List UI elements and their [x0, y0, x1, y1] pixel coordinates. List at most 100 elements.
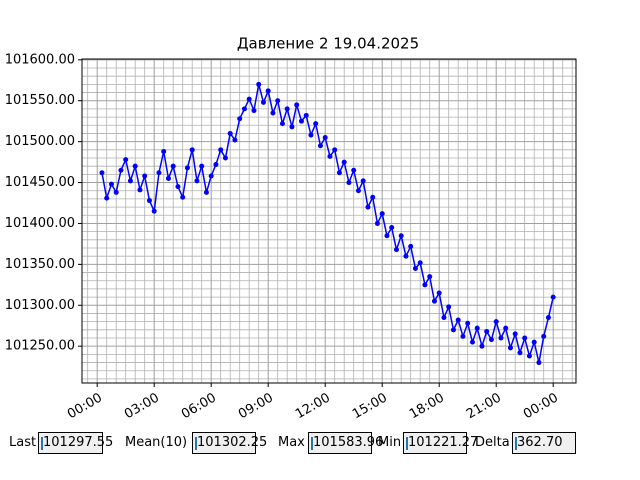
data-point	[132, 163, 138, 169]
data-point	[450, 327, 456, 333]
data-point	[289, 124, 295, 130]
data-point	[99, 170, 105, 176]
x-tick-label: 03:00	[122, 391, 162, 423]
stat-value[interactable]: 362.70	[512, 432, 576, 454]
data-point	[541, 333, 547, 339]
stat-value[interactable]: 101221.27	[403, 432, 478, 454]
plot-frame	[81, 58, 577, 384]
data-point	[270, 110, 276, 116]
data-point	[308, 132, 314, 138]
chart-title: Давление 2 19.04.2025	[237, 35, 419, 53]
data-point	[156, 170, 162, 176]
data-point	[389, 225, 395, 231]
data-point	[104, 195, 110, 201]
data-point	[251, 108, 257, 114]
x-tick-label: 09:00	[236, 391, 276, 423]
data-point	[194, 178, 200, 184]
data-point	[417, 260, 423, 266]
data-point	[189, 147, 195, 153]
data-point	[422, 282, 428, 288]
data-point	[108, 181, 114, 187]
data-point	[332, 147, 338, 153]
y-tick-label: 101250.00	[5, 339, 75, 354]
data-point	[260, 99, 266, 105]
data-point	[488, 337, 494, 343]
data-point	[284, 106, 290, 112]
data-point	[393, 247, 399, 253]
x-tick-label: 12:00	[293, 391, 333, 423]
stat-label: Mean(10)	[125, 435, 188, 450]
data-point	[184, 165, 190, 171]
data-point	[498, 335, 504, 341]
stat-label: Max	[278, 435, 305, 450]
stat-value[interactable]: 101302.25	[192, 432, 267, 454]
data-point	[151, 208, 157, 214]
y-tick-label: 101450.00	[5, 175, 75, 190]
data-point	[137, 187, 143, 193]
data-point	[294, 102, 300, 108]
data-point	[469, 339, 475, 345]
chart: Давление 2 19.04.2025 101250.00 101300.00…	[5, 35, 577, 423]
x-tick-label: 00:00	[521, 391, 561, 423]
stat-value[interactable]: 101583.96	[308, 432, 383, 454]
data-point	[526, 353, 532, 359]
data-point	[384, 233, 390, 239]
x-tick-label: 18:00	[407, 391, 447, 423]
stat-label: Delta	[475, 435, 510, 450]
data-point	[313, 121, 319, 127]
data-point	[484, 328, 490, 334]
y-tick-label: 101600.00	[5, 52, 75, 67]
data-point	[441, 315, 447, 321]
data-point	[346, 180, 352, 186]
data-point	[355, 188, 361, 194]
data-point	[512, 331, 518, 337]
x-tick-label: 06:00	[179, 391, 219, 423]
y-tick-label: 101350.00	[5, 257, 75, 272]
data-point	[237, 116, 243, 122]
data-point	[298, 118, 304, 124]
data-point	[165, 175, 171, 181]
data-point	[175, 184, 181, 190]
data-point	[199, 163, 205, 169]
data-point	[507, 345, 513, 351]
data-point	[208, 173, 214, 179]
data-point	[360, 178, 366, 184]
data-point	[161, 148, 167, 154]
data-point	[336, 170, 342, 176]
data-point	[545, 315, 551, 321]
data-point	[370, 194, 376, 200]
data-point	[127, 178, 133, 184]
data-point	[412, 265, 418, 271]
data-point	[408, 243, 414, 249]
x-tick-label: 15:00	[350, 391, 390, 423]
data-point	[142, 173, 148, 179]
y-tick-label: 101300.00	[5, 298, 75, 313]
data-point	[374, 220, 380, 226]
data-point	[550, 294, 556, 300]
data-point	[118, 167, 124, 173]
data-point	[123, 157, 129, 163]
data-point	[522, 335, 528, 341]
data-point	[146, 198, 152, 204]
data-point	[203, 189, 209, 195]
data-point	[317, 143, 323, 149]
data-point	[327, 153, 333, 159]
data-point	[431, 298, 437, 304]
stat-label: Min	[378, 435, 402, 450]
data-point	[493, 319, 499, 325]
data-line	[101, 84, 554, 363]
x-tick-label: 00:00	[65, 391, 105, 423]
data-point	[227, 130, 233, 136]
data-point	[446, 304, 452, 310]
data-point	[213, 162, 219, 168]
data-point	[241, 106, 247, 112]
stat-value[interactable]: 101297.55	[38, 432, 113, 454]
data-point	[398, 233, 404, 239]
data-point	[265, 88, 271, 94]
data-point	[427, 274, 433, 280]
y-tick-label: 101550.00	[5, 93, 75, 108]
data-point	[222, 155, 228, 161]
data-point	[474, 325, 480, 331]
data-point	[536, 360, 542, 366]
